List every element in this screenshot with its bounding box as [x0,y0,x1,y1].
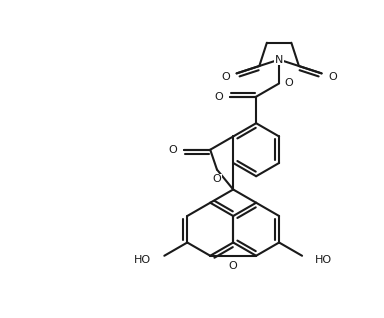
Text: O: O [229,261,238,271]
Text: N: N [275,55,283,65]
Text: O: O [213,174,221,184]
Text: O: O [284,79,293,88]
Text: O: O [222,72,230,82]
Text: HO: HO [315,255,333,266]
Text: O: O [214,92,223,102]
Text: O: O [328,72,337,82]
Text: O: O [168,145,177,155]
Text: HO: HO [134,255,151,266]
